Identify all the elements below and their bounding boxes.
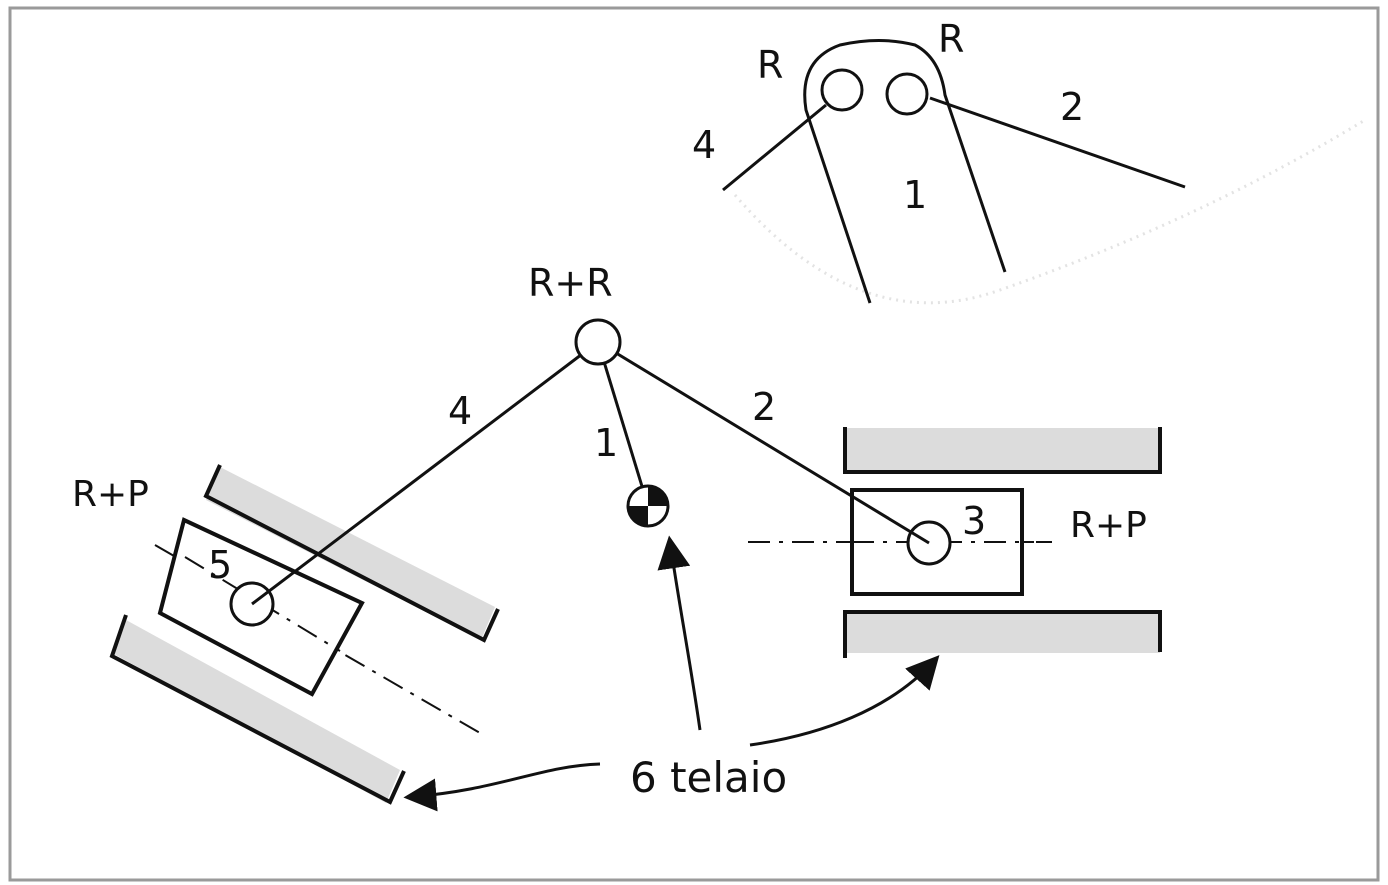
top-label-link-4: 4 <box>692 123 716 167</box>
top-link-1-body <box>803 39 1007 304</box>
label-slider-5: 5 <box>208 543 232 587</box>
arrow-to-left-guide <box>403 762 601 812</box>
right-upper-guide-fill <box>845 428 1160 473</box>
top-link-2 <box>929 96 1186 189</box>
label-left-rp: R+P <box>72 474 149 515</box>
link-1 <box>596 341 650 507</box>
main-linkage: R+R 4 2 1 <box>251 261 930 606</box>
arrow-to-ground <box>657 535 702 731</box>
left-upper-guide-fill <box>206 467 495 640</box>
detail-arc <box>733 118 1366 305</box>
right-upper-guide <box>843 427 1162 474</box>
joint-rr <box>574 318 622 366</box>
arrow-to-right-guide <box>749 655 940 747</box>
label-joint-rr: R+R <box>528 261 613 305</box>
left-upper-guide <box>203 464 500 643</box>
frame-callout: 6 telaio <box>403 535 940 812</box>
top-label-r-left: R <box>757 43 783 87</box>
right-lower-guide-fill <box>845 613 1160 653</box>
top-link-4 <box>722 103 827 192</box>
top-label-link-2: 2 <box>1060 85 1084 129</box>
link-4 <box>251 340 599 606</box>
left-lower-guide-fill <box>112 620 400 803</box>
ground-symbol-icon <box>626 484 670 528</box>
top-label-link-1: 1 <box>903 173 927 217</box>
link-2 <box>597 340 930 545</box>
label-link-4: 4 <box>448 389 472 433</box>
right-slider-assembly: 3 R+P <box>748 427 1162 658</box>
label-link-2: 2 <box>752 385 776 429</box>
left-lower-guide <box>109 614 406 805</box>
right-lower-guide <box>843 610 1162 658</box>
figure-border <box>8 6 1380 882</box>
top-detail: R R 4 2 1 <box>692 17 1366 305</box>
top-joint-right <box>885 72 929 116</box>
label-frame: 6 telaio <box>630 753 787 802</box>
label-right-rp: R+P <box>1070 505 1147 546</box>
top-joint-left <box>820 68 864 112</box>
top-label-r-right: R <box>938 17 964 61</box>
label-slider-3: 3 <box>962 499 986 543</box>
left-slider-assembly: 5 R+P <box>72 464 500 805</box>
label-link-1: 1 <box>594 421 618 465</box>
